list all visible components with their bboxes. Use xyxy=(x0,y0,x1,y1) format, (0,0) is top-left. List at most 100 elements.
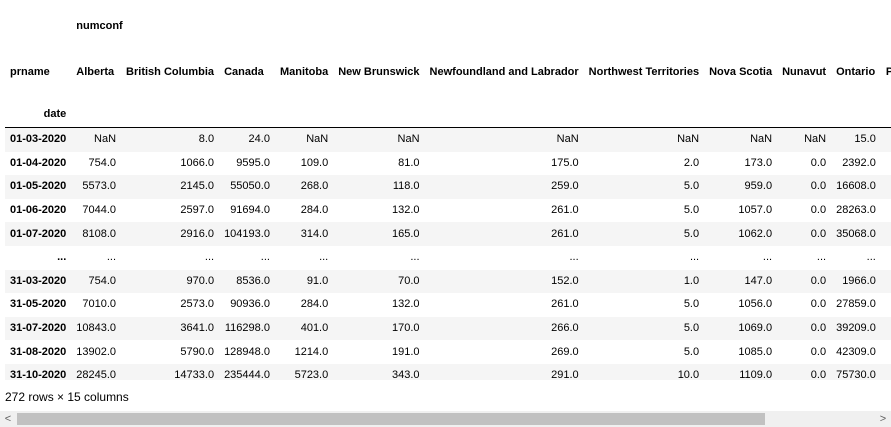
column-header: Canada xyxy=(219,43,275,101)
table-cell: ... xyxy=(333,246,424,270)
table-cell: ... xyxy=(121,246,219,270)
table-row: 01-03-2020 NaN 8.0 24.0 NaN NaN NaN NaN NaN NaN 15… xyxy=(5,128,891,152)
table-cell: 0.0 xyxy=(777,222,831,246)
table-row: 31-05-2020 7010.0 2573.0 90936.0 284.0 132.0 2… xyxy=(5,293,891,317)
table-cell: 91.0 xyxy=(275,270,333,294)
table-cell: 91694.0 xyxy=(219,199,275,223)
table-cell: ... xyxy=(425,246,584,270)
table-cell: ... xyxy=(881,246,891,270)
table-cell: ... xyxy=(584,246,704,270)
index-top-label: prname xyxy=(5,43,71,101)
table-cell: 14733.0 xyxy=(121,364,219,380)
chevron-right-icon[interactable]: > xyxy=(875,411,891,427)
table-cell: 27859.0 xyxy=(831,293,881,317)
table-cell: 1056.0 xyxy=(704,293,777,317)
row-index: 31-08-2020 xyxy=(5,340,71,364)
table-cell: 24.0 xyxy=(219,128,275,152)
table-cell: 128948.0 xyxy=(219,340,275,364)
table-cell: 343.0 xyxy=(333,364,424,380)
table-cell: 28263.0 xyxy=(831,199,881,223)
table-cell: 132.0 xyxy=(333,199,424,223)
table-cell: 55050.0 xyxy=(219,175,275,199)
table-cell: 8536.0 xyxy=(219,270,275,294)
table-cell: 5.0 xyxy=(584,317,704,341)
table-row: 31-03-2020 754.0 970.0 8536.0 91.0 70.0 152.0 1… xyxy=(5,270,891,294)
table-cell: 291.0 xyxy=(425,364,584,380)
ellipsis-row: ........................................… xyxy=(5,246,891,270)
table-cell: 235444.0 xyxy=(219,364,275,380)
table-cell: 5.0 xyxy=(584,340,704,364)
table-cell: 5.0 xyxy=(584,293,704,317)
table-cell: 1966.0 xyxy=(831,270,881,294)
table-cell: 21.0 xyxy=(881,152,891,176)
table-cell: 261.0 xyxy=(425,222,584,246)
dataframe-viewport: numconf prname Alberta British Columbia Ca… xyxy=(0,0,891,380)
row-index: 01-04-2020 xyxy=(5,152,71,176)
table-cell: 44.0 xyxy=(881,340,891,364)
table-cell: ... xyxy=(275,246,333,270)
table-cell: 27.0 xyxy=(881,175,891,199)
table-cell: 0.0 xyxy=(777,175,831,199)
table-cell: NaN xyxy=(881,128,891,152)
scrollbar-thumb[interactable] xyxy=(17,413,765,425)
table-cell: 284.0 xyxy=(275,293,333,317)
table-cell: 0.0 xyxy=(777,270,831,294)
table-cell: 13902.0 xyxy=(71,340,121,364)
horizontal-scrollbar[interactable]: < > xyxy=(0,411,891,427)
table-cell: 269.0 xyxy=(425,340,584,364)
table-cell: 5723.0 xyxy=(275,364,333,380)
table-cell: 16608.0 xyxy=(831,175,881,199)
table-cell: NaN xyxy=(425,128,584,152)
row-index: 01-05-2020 xyxy=(5,175,71,199)
table-cell: 970.0 xyxy=(121,270,219,294)
table-cell: 2145.0 xyxy=(121,175,219,199)
table-cell: 0.0 xyxy=(777,340,831,364)
table-cell: 5.0 xyxy=(584,175,704,199)
table-cell: ... xyxy=(71,246,121,270)
table-body: 01-03-2020 NaN 8.0 24.0 NaN NaN NaN NaN NaN NaN 15… xyxy=(5,128,891,381)
row-index: ... xyxy=(5,246,71,270)
table-cell: 5.0 xyxy=(584,199,704,223)
column-level-label: numconf xyxy=(71,0,891,43)
table-cell: NaN xyxy=(777,128,831,152)
column-header: Ontario xyxy=(831,43,881,101)
column-header: Alberta xyxy=(71,43,121,101)
table-cell: 261.0 xyxy=(425,293,584,317)
table-cell: 39209.0 xyxy=(831,317,881,341)
column-header: Manitoba xyxy=(275,43,333,101)
table-cell: 15.0 xyxy=(831,128,881,152)
row-index: 01-07-2020 xyxy=(5,222,71,246)
table-row: 01-04-2020 754.0 1066.0 9595.0 109.0 81.0 175.… xyxy=(5,152,891,176)
chevron-left-icon[interactable]: < xyxy=(0,411,16,427)
row-index: 31-05-2020 xyxy=(5,293,71,317)
table-cell: 2392.0 xyxy=(831,152,881,176)
table-cell: 0.0 xyxy=(777,293,831,317)
column-header: British Columbia xyxy=(121,43,219,101)
table-cell: 1214.0 xyxy=(275,340,333,364)
table-cell: 2597.0 xyxy=(121,199,219,223)
column-header: Prince Edward Island xyxy=(881,43,891,101)
table-cell: 64.0 xyxy=(881,364,891,380)
table-cell: 90936.0 xyxy=(219,293,275,317)
table-cell: 175.0 xyxy=(425,152,584,176)
table-cell: NaN xyxy=(333,128,424,152)
table-cell: 27.0 xyxy=(881,222,891,246)
table-cell: 0.0 xyxy=(777,317,831,341)
table-header: numconf prname Alberta British Columbia Ca… xyxy=(5,0,891,128)
table-cell: 75730.0 xyxy=(831,364,881,380)
table-cell: 70.0 xyxy=(333,270,424,294)
table-cell: 3641.0 xyxy=(121,317,219,341)
column-header: Nunavut xyxy=(777,43,831,101)
table-cell: 147.0 xyxy=(704,270,777,294)
table-cell: NaN xyxy=(704,128,777,152)
table-cell: 109.0 xyxy=(275,152,333,176)
table-cell: 284.0 xyxy=(275,199,333,223)
table-cell: 21.0 xyxy=(881,270,891,294)
table-cell: 5790.0 xyxy=(121,340,219,364)
table-cell: 401.0 xyxy=(275,317,333,341)
table-cell: 27.0 xyxy=(881,293,891,317)
table-cell: 42309.0 xyxy=(831,340,881,364)
table-cell: 1069.0 xyxy=(704,317,777,341)
table-cell: 36.0 xyxy=(881,317,891,341)
table-cell: 132.0 xyxy=(333,293,424,317)
